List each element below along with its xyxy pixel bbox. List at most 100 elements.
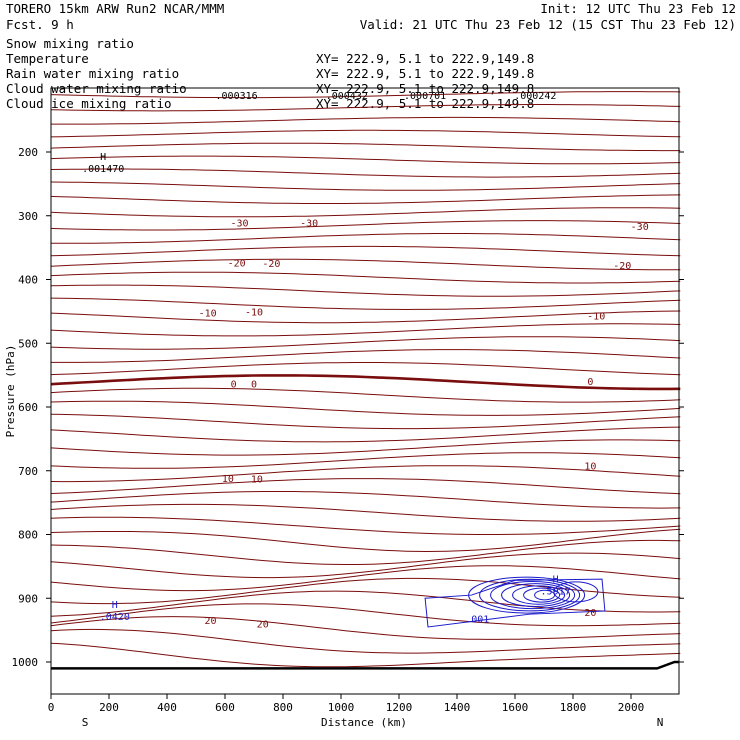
x-tick-label: 1800 — [560, 701, 587, 714]
y-tick-label: 300 — [18, 210, 38, 223]
temperature-contour-line — [50, 565, 681, 592]
cloud-water-outer-contour — [424, 578, 606, 628]
temperature-contour-line — [50, 297, 681, 311]
y-tick-label: 700 — [18, 465, 38, 478]
temperature-contour-line — [50, 603, 681, 627]
isotherm-label: -20 — [613, 261, 631, 272]
temperature-contour-line — [50, 590, 681, 617]
isotherm-label: 0 — [251, 380, 257, 391]
x-tick-label: 0 — [48, 701, 55, 714]
plot-frame — [50, 87, 680, 695]
isotherm-label: 10 — [584, 461, 596, 472]
isotherm-label: 20 — [584, 608, 596, 619]
isotherm-label: 0 — [587, 377, 593, 388]
cloud-ice-top-label: .000242 — [514, 91, 556, 102]
cloud-water-contour — [523, 587, 561, 603]
header-init: Init: 12 UTC Thu 23 Feb 12 — [540, 1, 736, 16]
temperature-contour-line — [50, 616, 681, 640]
cloud-water-contour — [553, 581, 599, 603]
temperature-contour-line — [50, 181, 681, 191]
extremum-value: .0420 — [100, 612, 130, 623]
plot-labels: -30 -30 -30 -20 -20 -20 -10 -10 -10 0 0 0 10 10 10 20 20… — [82, 91, 649, 630]
x-tick-label: 2000 — [618, 701, 645, 714]
temperature-contour-line — [50, 310, 681, 324]
temperature-contour-line — [50, 129, 681, 138]
temperature-contour-line — [50, 207, 681, 218]
extremum-value: .5917 — [541, 587, 571, 598]
temperature-contour-line — [50, 439, 681, 456]
x-tick-label: 800 — [273, 701, 293, 714]
temperature-contour-line — [50, 362, 681, 376]
y-tick-label: 800 — [18, 529, 38, 542]
temperature-contour-line — [51, 349, 681, 363]
isotherm-label: -30 — [631, 222, 649, 233]
temperature-contour-line — [50, 426, 681, 443]
legend-field-name: Temperature — [6, 51, 89, 66]
cloud-ice-top-label: .000701 — [404, 91, 446, 102]
x-tick-label: 200 — [99, 701, 119, 714]
isotherm-label: 20 — [257, 619, 269, 630]
temperature-contour-line — [50, 245, 681, 257]
header-forecast: Fcst. 9 h — [6, 17, 74, 32]
x-tick-label: 1400 — [444, 701, 471, 714]
y-tick-label: 600 — [18, 401, 38, 414]
temperature-contour-line — [50, 104, 681, 112]
x-tick-label: 600 — [215, 701, 235, 714]
x-tick-label: 1600 — [502, 701, 529, 714]
x-end-label-north: N — [657, 716, 664, 729]
extremum-marker: H — [112, 600, 118, 611]
isotherm-label: -10 — [587, 311, 605, 322]
temperature-contour-line — [50, 387, 681, 403]
x-tick-label: 400 — [157, 701, 177, 714]
temperature-contour-line — [50, 552, 681, 579]
isotherm-label: 20 — [204, 616, 216, 627]
temperature-contour-line — [50, 155, 681, 165]
isotherm-label: 10 — [222, 474, 234, 485]
cloud-water-contour — [479, 578, 581, 612]
temperature-contour-line — [50, 491, 681, 509]
legend-field-xy: XY= 222.9, 5.1 to 222.9,149.8 — [316, 51, 534, 66]
zero-isotherm-line — [50, 374, 681, 391]
cloud-water-contour — [512, 585, 566, 605]
isotherm-label: -20 — [262, 259, 280, 270]
temperature-contour-line — [50, 528, 681, 553]
x-end-label-south: S — [82, 716, 89, 729]
plot-area — [50, 91, 681, 670]
temperature-contour-line — [50, 194, 681, 204]
temperature-contour-line — [50, 91, 681, 99]
extremum-marker: H — [553, 575, 559, 586]
x-tick-label: 1200 — [386, 701, 413, 714]
x-axis-label: Distance (km) — [321, 716, 407, 729]
temperature-contour-line — [50, 284, 681, 297]
cloud-water-contour — [501, 583, 571, 607]
temperature-contour-line — [50, 168, 681, 178]
y-tick-label: 200 — [18, 146, 38, 159]
isotherm-label: -10 — [199, 308, 217, 319]
y-axis-label: Pressure (hPa) — [4, 345, 17, 438]
temperature-contour-line — [50, 413, 681, 430]
cloud-ice-top-label: .000432 — [326, 91, 368, 102]
temperature-contour-line — [50, 642, 681, 668]
temperature-contour-line — [50, 400, 681, 416]
temperature-contour-line — [50, 336, 681, 350]
y-tick-label: 900 — [18, 592, 38, 605]
temperature-contour-line — [50, 258, 681, 271]
temperature-contour-line — [50, 271, 681, 284]
temperature-contour-line — [50, 516, 681, 535]
temperature-contour-line — [50, 628, 681, 654]
temperature-contour-line — [50, 539, 681, 565]
extremum-marker: H — [100, 152, 106, 163]
temperature-contour-line — [50, 452, 681, 469]
extremum-value: .001470 — [82, 164, 124, 175]
extremum-value: .001 — [465, 615, 489, 626]
isotherm-label: -10 — [245, 308, 263, 319]
cloud-water-contour — [490, 580, 576, 610]
temperature-contour-line — [50, 577, 681, 605]
y-tick-label: 1000 — [12, 656, 39, 669]
isotherm-label: -30 — [300, 218, 318, 229]
x-tick-label: 1000 — [328, 701, 355, 714]
legend-field-name: Snow mixing ratio — [6, 36, 134, 51]
